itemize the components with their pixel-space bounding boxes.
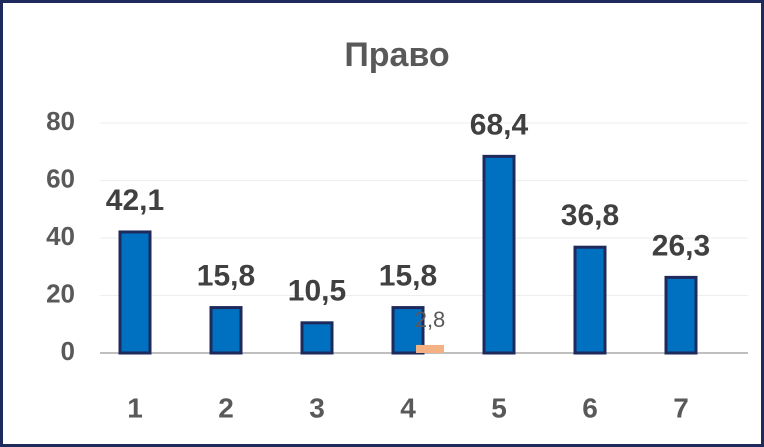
bar (664, 275, 698, 355)
data-label: 68,4 (470, 108, 529, 141)
x-tick-label: 7 (673, 392, 689, 423)
bar (482, 154, 516, 355)
y-tick-label: 80 (46, 106, 75, 136)
x-tick-label: 3 (309, 392, 325, 423)
y-tick-label: 60 (46, 163, 75, 193)
bar (573, 245, 607, 355)
data-label: 2,8 (415, 307, 446, 332)
bar (209, 306, 243, 355)
data-label: 10,5 (288, 275, 346, 308)
y-tick-label: 40 (46, 221, 75, 251)
chart-title: Право (344, 36, 449, 74)
x-tick-label: 5 (491, 392, 507, 423)
x-tick-label: 1 (127, 392, 143, 423)
x-tick-label: 4 (400, 392, 416, 423)
x-tick-label: 6 (582, 392, 598, 423)
data-label: 26,3 (652, 229, 710, 262)
y-tick-label: 20 (46, 278, 75, 308)
data-label: 15,8 (379, 259, 437, 292)
bar (300, 321, 334, 355)
bar (416, 344, 444, 353)
y-tick-label: 0 (61, 336, 75, 366)
data-label: 15,8 (197, 259, 255, 292)
data-label: 36,8 (561, 199, 619, 232)
bar (118, 230, 152, 355)
x-tick-label: 2 (218, 392, 234, 423)
data-label: 42,1 (106, 184, 164, 217)
